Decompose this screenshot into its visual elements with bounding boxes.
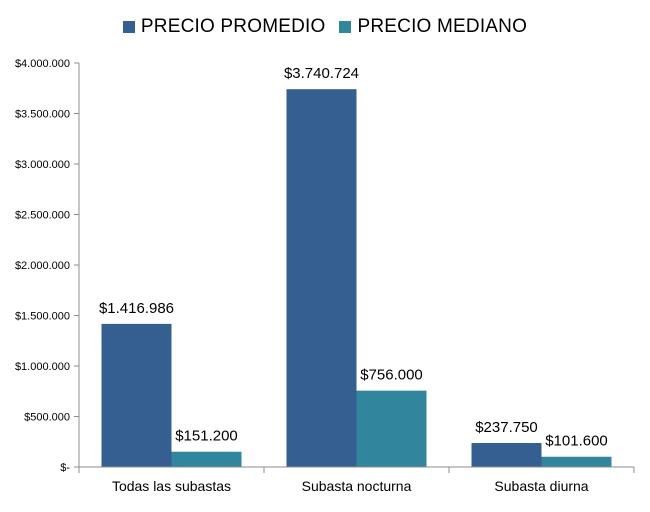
legend-swatch-precio-mediano: [339, 21, 352, 33]
bar-precio-mediano: [171, 451, 242, 467]
data-label: $151.200: [175, 428, 238, 445]
bar-precio-promedio: [471, 442, 542, 467]
y-tick-label: $1.000.000: [15, 361, 70, 373]
x-tick-label: Subasta nocturna: [302, 478, 412, 494]
bar-precio-mediano: [541, 456, 612, 467]
bar-precio-promedio: [101, 323, 172, 467]
data-label: $1.416.986: [99, 300, 174, 317]
legend-label-precio-mediano: PRECIO MEDIANO: [357, 16, 528, 37]
y-tick-label: $4.000.000: [15, 58, 70, 70]
legend-swatch-precio-promedio: [122, 21, 135, 33]
data-label: $756.000: [360, 367, 423, 384]
y-tick-label: $1.500.000: [15, 311, 70, 323]
legend-label-precio-promedio: PRECIO PROMEDIO: [140, 16, 326, 37]
y-tick-label: $500.000: [24, 412, 70, 424]
data-label: $237.750: [475, 419, 538, 436]
legend-item-precio-mediano: PRECIO MEDIANO: [339, 16, 527, 38]
y-tick-label: $3.500.000: [15, 109, 70, 121]
legend-item-precio-promedio: PRECIO PROMEDIO: [122, 16, 326, 38]
y-tick-label: $3.000.000: [15, 159, 70, 171]
bar-precio-promedio: [286, 89, 357, 467]
bar-precio-mediano: [356, 390, 427, 467]
y-tick-label: $2.000.000: [15, 260, 70, 272]
data-label: $101.600: [545, 433, 608, 450]
x-tick-label: Subasta diurna: [494, 478, 588, 494]
y-tick-label: $2.500.000: [15, 210, 70, 222]
data-label: $3.740.724: [284, 65, 359, 82]
chart-legend: PRECIO PROMEDIO PRECIO MEDIANO: [0, 16, 650, 38]
y-tick-label: $-: [60, 462, 70, 474]
x-tick-label: Todas las subastas: [112, 478, 231, 494]
